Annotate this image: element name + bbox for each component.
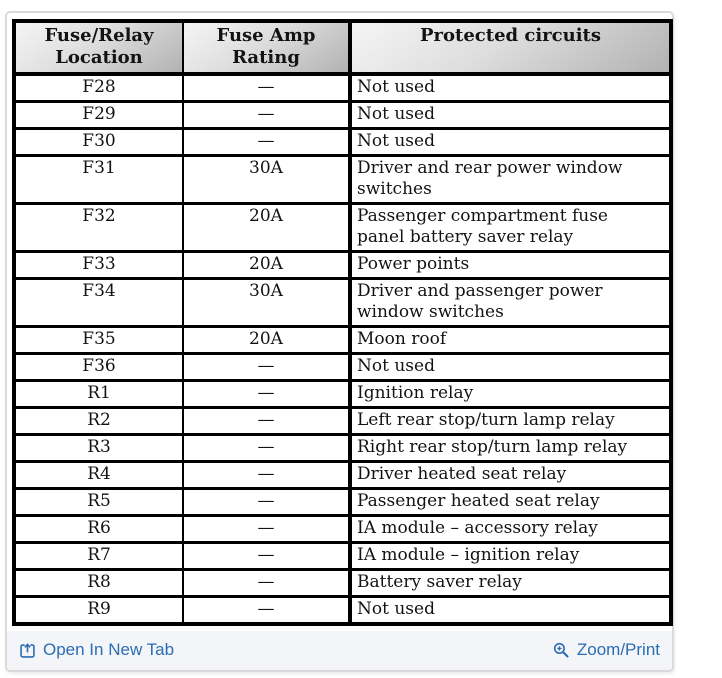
table-row: F32 20A Passenger compartment fuse panel… [12,202,673,253]
fuse-rating-cell: — [182,100,352,130]
fuse-table-body: F28 — Not used F29 — Not used F30 — Not … [12,72,673,626]
fuse-rating-cell: — [182,487,352,517]
fuse-location-cell: R4 [12,460,184,490]
fuse-rating-cell: — [182,568,352,598]
table-row: F36 — Not used [12,352,673,382]
zoom-icon [553,642,569,658]
protected-circuits-cell: Driver and passenger power window switch… [348,277,673,328]
table-row: F35 20A Moon roof [12,325,673,355]
fuse-rating-cell: 20A [182,250,352,280]
table-row: R7 — IA module – ignition relay [12,541,673,571]
fuse-location-cell: F32 [12,202,184,253]
zoom-print-label: Zoom/Print [576,640,660,659]
fuse-location-cell: F36 [12,352,184,382]
protected-circuits-cell: Driver heated seat relay [348,460,673,490]
fuse-location-cell: R9 [12,595,184,626]
zoom-print-link[interactable]: Zoom/Print [553,640,660,660]
fuse-chart-panel: Fuse/Relay Location Fuse Amp Rating Prot… [5,11,674,672]
fuse-rating-cell: 30A [182,277,352,328]
fuse-location-cell: R8 [12,568,184,598]
table-row: R8 — Battery saver relay [12,568,673,598]
protected-circuits-cell: Left rear stop/turn lamp relay [348,406,673,436]
protected-circuits-cell: Ignition relay [348,379,673,409]
fuse-location-cell: F33 [12,250,184,280]
protected-circuits-cell: Passenger heated seat relay [348,487,673,517]
fuse-location-cell: F35 [12,325,184,355]
table-row: R9 — Not used [12,595,673,626]
fuse-rating-cell: — [182,460,352,490]
table-row: F28 — Not used [12,72,673,103]
col-header-fuse-relay-location: Fuse/Relay Location [12,19,184,76]
protected-circuits-cell: Battery saver relay [348,568,673,598]
fuse-location-cell: F29 [12,100,184,130]
fuse-location-cell: F34 [12,277,184,328]
fuse-rating-cell: — [182,379,352,409]
fuse-location-cell: R7 [12,541,184,571]
protected-circuits-cell: Not used [348,595,673,626]
protected-circuits-cell: Moon roof [348,325,673,355]
fuse-rating-cell: — [182,127,352,157]
protected-circuits-cell: Passenger compartment fuse panel battery… [348,202,673,253]
table-row: R1 — Ignition relay [12,379,673,409]
fuse-rating-cell: — [182,433,352,463]
protected-circuits-cell: Right rear stop/turn lamp relay [348,433,673,463]
fuse-rating-cell: — [182,514,352,544]
protected-circuits-cell: Not used [348,100,673,130]
table-row: F31 30A Driver and rear power window swi… [12,154,673,205]
protected-circuits-cell: Not used [348,352,673,382]
open-in-new-tab-label: Open In New Tab [43,640,175,659]
fuse-rating-cell: — [182,406,352,436]
table-row: R3 — Right rear stop/turn lamp relay [12,433,673,463]
footer-bar: Open In New Tab Zoom/Print [7,631,672,670]
fuse-location-cell: F31 [12,154,184,205]
col-header-fuse-amp-rating: Fuse Amp Rating [182,19,352,76]
protected-circuits-cell: Driver and rear power window switches [348,154,673,205]
table-row: F29 — Not used [12,100,673,130]
fuse-location-cell: R6 [12,514,184,544]
protected-circuits-cell: Power points [348,250,673,280]
open-in-new-tab-icon [20,642,35,658]
protected-circuits-cell: Not used [348,72,673,103]
table-row: F30 — Not used [12,127,673,157]
table-row: R6 — IA module – accessory relay [12,514,673,544]
table-row: R5 — Passenger heated seat relay [12,487,673,517]
table-header-row: Fuse/Relay Location Fuse Amp Rating Prot… [12,19,673,76]
fuse-rating-cell: 20A [182,325,352,355]
fuse-location-cell: R2 [12,406,184,436]
fuse-location-cell: F30 [12,127,184,157]
fuse-rating-cell: — [182,541,352,571]
table-row: R4 — Driver heated seat relay [12,460,673,490]
fuse-location-cell: R3 [12,433,184,463]
fuse-location-cell: R1 [12,379,184,409]
table-row: F33 20A Power points [12,250,673,280]
fuse-table-container: Fuse/Relay Location Fuse Amp Rating Prot… [7,13,673,631]
col-header-protected-circuits: Protected circuits [348,19,673,76]
fuse-table: Fuse/Relay Location Fuse Amp Rating Prot… [12,19,673,626]
table-row: R2 — Left rear stop/turn lamp relay [12,406,673,436]
open-in-new-tab-link[interactable]: Open In New Tab [19,640,174,660]
fuse-location-cell: F28 [12,72,184,103]
fuse-rating-cell: 30A [182,154,352,205]
fuse-rating-cell: — [182,595,352,626]
protected-circuits-cell: Not used [348,127,673,157]
fuse-rating-cell: — [182,352,352,382]
protected-circuits-cell: IA module – ignition relay [348,541,673,571]
table-row: F34 30A Driver and passenger power windo… [12,277,673,328]
fuse-rating-cell: 20A [182,202,352,253]
protected-circuits-cell: IA module – accessory relay [348,514,673,544]
fuse-rating-cell: — [182,72,352,103]
fuse-location-cell: R5 [12,487,184,517]
